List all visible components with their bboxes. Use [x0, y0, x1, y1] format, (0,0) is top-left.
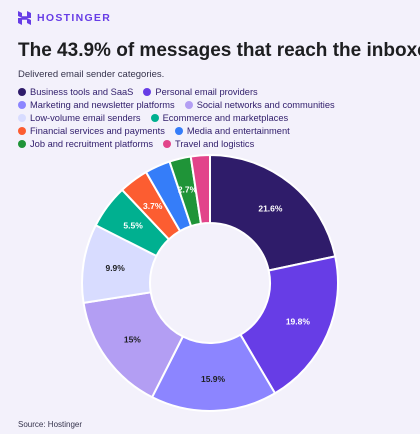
legend-label: Travel and logistics	[174, 139, 255, 149]
slice-label: 5.5%	[123, 221, 143, 231]
slice-label: 15.9%	[201, 374, 226, 384]
chart-subtitle: Delivered email sender categories.	[18, 69, 165, 80]
legend-swatch	[18, 101, 26, 109]
legend-item: Ecommerce and marketplaces	[150, 112, 289, 124]
legend-label: Social networks and communities	[196, 100, 335, 110]
legend-label: Personal email providers	[155, 87, 258, 97]
donut-slice	[239, 255, 339, 395]
legend-label: Business tools and SaaS	[30, 87, 134, 97]
chart-title: The 43.9% of messages that reach the inb…	[18, 40, 420, 61]
legend-item: Marketing and newsletter platforms	[18, 99, 175, 111]
legend-item: Financial services and payments	[18, 125, 165, 137]
legend-swatch	[143, 88, 152, 96]
legend-swatch	[184, 101, 193, 109]
chart-legend: Business tools and SaaS Personal email pr…	[18, 86, 418, 150]
legend-swatch	[18, 114, 26, 122]
legend-item: Media and entertainment	[174, 125, 290, 137]
slice-label: 2.7%	[178, 185, 198, 195]
legend-label: Low-volume email senders	[30, 113, 141, 123]
donut-slice	[189, 154, 211, 225]
slice-label: 9.9%	[105, 263, 125, 273]
legend-item: Personal email providers	[143, 86, 258, 98]
slice-label: 21.6%	[258, 203, 283, 213]
legend-item: Business tools and SaaS	[18, 86, 133, 98]
legend-label: Marketing and newsletter platforms	[30, 100, 175, 110]
legend-item: Travel and logistics	[162, 138, 255, 150]
legend-label: Financial services and payments	[30, 126, 165, 136]
donut-slice	[209, 154, 337, 272]
legend-item: Low-volume email senders	[18, 112, 141, 124]
legend-label: Job and recruitment platforms	[30, 139, 153, 149]
slice-label: 3.7%	[143, 201, 163, 211]
brand-logo: HOSTINGER	[18, 11, 111, 25]
legend-swatch	[18, 140, 26, 148]
legend-swatch	[150, 114, 159, 122]
slice-label: 19.8%	[286, 317, 311, 327]
source-note: Source: Hostinger	[18, 420, 83, 429]
legend-swatch	[18, 88, 26, 96]
brand-name: HOSTINGER	[37, 12, 112, 24]
legend-swatch	[174, 127, 183, 135]
legend-label: Media and entertainment	[186, 126, 290, 136]
hostinger-logo-icon	[18, 11, 31, 25]
legend-item: Social networks and communities	[184, 99, 335, 111]
slice-label: 15%	[124, 334, 141, 344]
legend-label: Ecommerce and marketplaces	[162, 113, 289, 123]
legend-swatch	[162, 140, 171, 148]
legend-item: Job and recruitment platforms	[18, 138, 153, 150]
legend-swatch	[18, 127, 26, 135]
